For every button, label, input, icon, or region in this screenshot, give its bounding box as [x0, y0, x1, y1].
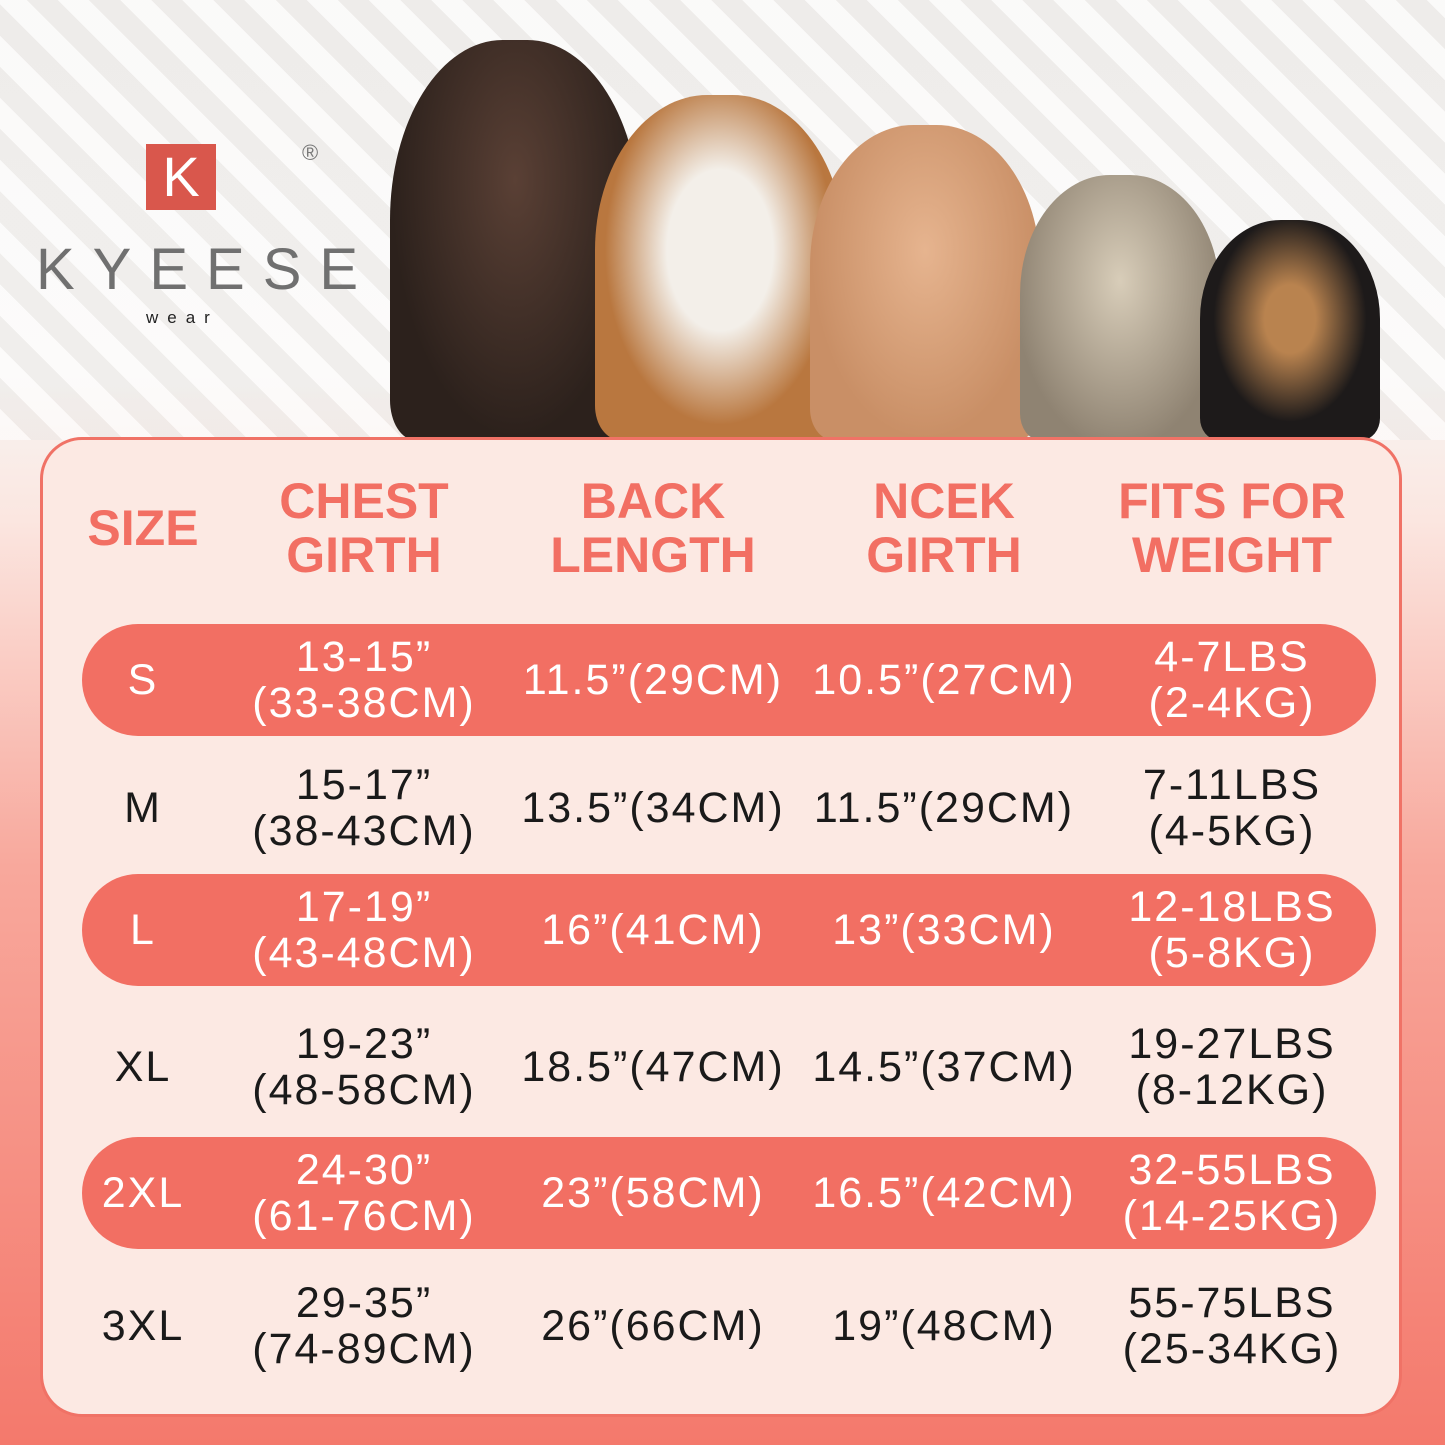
cell-weight: 19-27LBS (8-12KG) — [1128, 1020, 1336, 1114]
cell-weight: 4-7LBS (2-4KG) — [1148, 633, 1316, 727]
cell-back: 26”(66CM) — [541, 1302, 765, 1350]
brand-name: KYEESE — [36, 237, 377, 302]
cell-size: S — [127, 656, 159, 704]
header-size: SIZE — [87, 500, 199, 556]
cell-size: M — [124, 784, 162, 832]
cell-neck: 19”(48CM) — [832, 1302, 1056, 1350]
header-chest-girth: CHEST GIRTH — [279, 473, 449, 583]
table-row: 3XL 29-35” (74-89CM) 26”(66CM) 19”(48CM) 55-… — [82, 1270, 1376, 1382]
beagle-image — [595, 95, 845, 440]
cell-neck: 14.5”(37CM) — [812, 1043, 1076, 1091]
table-row: XL 19-23” (48-58CM) 18.5”(47CM) 14.5”(37CM)… — [82, 1011, 1376, 1123]
cell-size: 3XL — [101, 1302, 185, 1350]
cell-chest: 19-23” (48-58CM) — [252, 1020, 476, 1114]
cell-neck: 10.5”(27CM) — [812, 656, 1076, 704]
cell-neck: 11.5”(29CM) — [813, 784, 1075, 832]
dogs-photo — [380, 30, 1390, 440]
brand-tagline: wear — [146, 308, 219, 327]
chihuahua-image — [1200, 220, 1380, 440]
cell-size: L — [130, 906, 156, 954]
table-row: M 15-17” (38-43CM) 13.5”(34CM) 11.5”(29CM) 7… — [82, 752, 1376, 864]
logo-k-mark: K — [146, 144, 216, 210]
cell-chest: 15-17” (38-43CM) — [252, 761, 476, 855]
cell-chest: 24-30” (61-76CM) — [252, 1146, 476, 1240]
table-row: S 13-15” (33-38CM) 11.5”(29CM) 10.5”(27CM) 4… — [82, 624, 1376, 736]
brand-logo: K ® KYEESE wear — [30, 140, 358, 340]
cell-chest: 29-35” (74-89CM) — [252, 1279, 476, 1373]
cell-back: 11.5”(29CM) — [522, 656, 784, 704]
cell-back: 18.5”(47CM) — [521, 1043, 785, 1091]
cell-weight: 55-75LBS (25-34KG) — [1122, 1279, 1342, 1373]
cell-weight: 32-55LBS (14-25KG) — [1122, 1146, 1342, 1240]
poodle-image — [810, 125, 1040, 440]
cell-weight: 7-11LBS (4-5KG) — [1142, 761, 1322, 855]
header-neck-girth: NCEK GIRTH — [866, 473, 1022, 583]
cell-back: 16”(41CM) — [541, 906, 765, 954]
registered-mark: ® — [302, 140, 319, 165]
cell-chest: 17-19” (43-48CM) — [252, 883, 476, 977]
cell-neck: 13”(33CM) — [832, 906, 1056, 954]
table-row: 2XL 24-30” (61-76CM) 23”(58CM) 16.5”(42CM) 3… — [82, 1137, 1376, 1249]
cell-weight: 12-18LBS (5-8KG) — [1128, 883, 1336, 977]
terrier-image — [1020, 175, 1220, 440]
cell-back: 23”(58CM) — [541, 1169, 765, 1217]
header-back-length: BACK LENGTH — [550, 473, 756, 583]
cell-neck: 16.5”(42CM) — [812, 1169, 1076, 1217]
table-row: L 17-19” (43-48CM) 16”(41CM) 13”(33CM) 12-18… — [82, 874, 1376, 986]
cell-size: 2XL — [101, 1169, 185, 1217]
cell-chest: 13-15” (33-38CM) — [252, 633, 476, 727]
cell-size: XL — [114, 1043, 172, 1091]
header-weight: FITS FOR WEIGHT — [1118, 473, 1346, 583]
cell-back: 13.5”(34CM) — [521, 784, 785, 832]
